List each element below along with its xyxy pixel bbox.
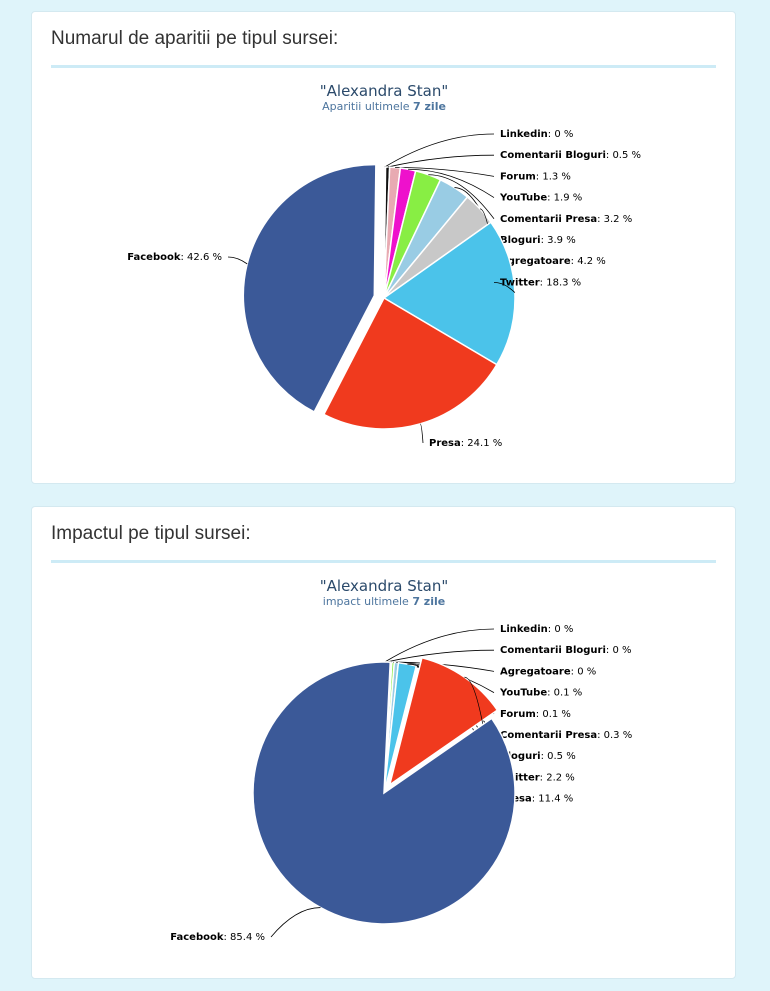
connector-line-linkedin <box>384 628 495 663</box>
slice-label-presa: Presa: 24.1 % <box>429 438 502 449</box>
panel-heading: Numarul de aparitii pe tipul sursei: <box>51 28 339 49</box>
connector-line-comentarii-bloguri <box>387 154 495 168</box>
connector-line-youtube <box>408 168 495 198</box>
slice-label-agregatoare: Agregatoare: 0 % <box>500 666 596 677</box>
slice-label-presa: Presa: 11.4 % <box>500 794 573 805</box>
connector-line-comentarii-presa <box>428 174 495 220</box>
connector-line-facebook <box>270 907 321 938</box>
impact-pie-chart: "Alexandra Stan" impact ultimele 7 zile … <box>170 577 632 943</box>
slice-label-facebook: Facebook: 42.6 % <box>127 252 222 263</box>
slice-label-youtube: YouTube: 1.9 % <box>499 193 582 204</box>
slice-label-youtube: YouTube: 0.1 % <box>499 688 582 699</box>
connector-line-forum <box>395 167 495 177</box>
panel-divider <box>51 560 716 563</box>
appearances-pie-chart: "Alexandra Stan" Aparitii ultimele 7 zil… <box>127 82 641 449</box>
slice-label-comentarii-bloguri: Comentarii Bloguri: 0 % <box>500 645 631 656</box>
slice-label-forum: Forum: 0.1 % <box>500 709 571 720</box>
pie-slice-presa[interactable] <box>322 296 498 430</box>
slice-label-bloguri: Bloguri: 0.5 % <box>500 751 576 762</box>
connector-line-linkedin <box>384 133 495 168</box>
connector-line-twitter <box>493 282 516 293</box>
slice-label-linkedin: Linkedin: 0 % <box>500 129 573 140</box>
slice-label-twitter: Twitter: 2.2 % <box>500 772 575 783</box>
slice-label-facebook: Facebook: 85.4 % <box>170 932 265 943</box>
slice-label-comentarii-bloguri: Comentarii Bloguri: 0.5 % <box>500 150 641 161</box>
chart-subtitle: impact ultimele 7 zile <box>323 595 445 608</box>
slice-label-comentarii-presa: Comentarii Presa: 0.3 % <box>500 730 632 741</box>
slice-label-forum: Forum: 1.3 % <box>500 171 571 182</box>
panel-heading: Impactul pe tipul sursei: <box>51 523 251 544</box>
slice-label-linkedin: Linkedin: 0 % <box>500 624 573 635</box>
pie-slice-facebook[interactable] <box>242 163 377 413</box>
panel-divider <box>51 65 716 68</box>
impact-panel: Impactul pe tipul sursei: "Alexandra Sta… <box>31 506 736 979</box>
pie-slice-twitter[interactable] <box>382 221 516 366</box>
connector-line-comentarii-bloguri <box>386 649 495 663</box>
chart-subtitle: Aparitii ultimele 7 zile <box>322 100 446 113</box>
slice-label-bloguri: Bloguri: 3.9 % <box>500 235 576 246</box>
appearances-panel: Numarul de aparitii pe tipul sursei: "Al… <box>31 11 736 484</box>
connector-line-facebook <box>227 256 248 265</box>
chart-title: "Alexandra Stan" <box>320 577 449 595</box>
chart-title: "Alexandra Stan" <box>320 82 449 100</box>
slice-label-agregatoare: Agregatoare: 4.2 % <box>500 256 606 267</box>
connector-line-presa <box>419 423 424 444</box>
slice-label-twitter: Twitter: 18.3 % <box>500 277 581 288</box>
slice-label-comentarii-presa: Comentarii Presa: 3.2 % <box>500 214 632 225</box>
